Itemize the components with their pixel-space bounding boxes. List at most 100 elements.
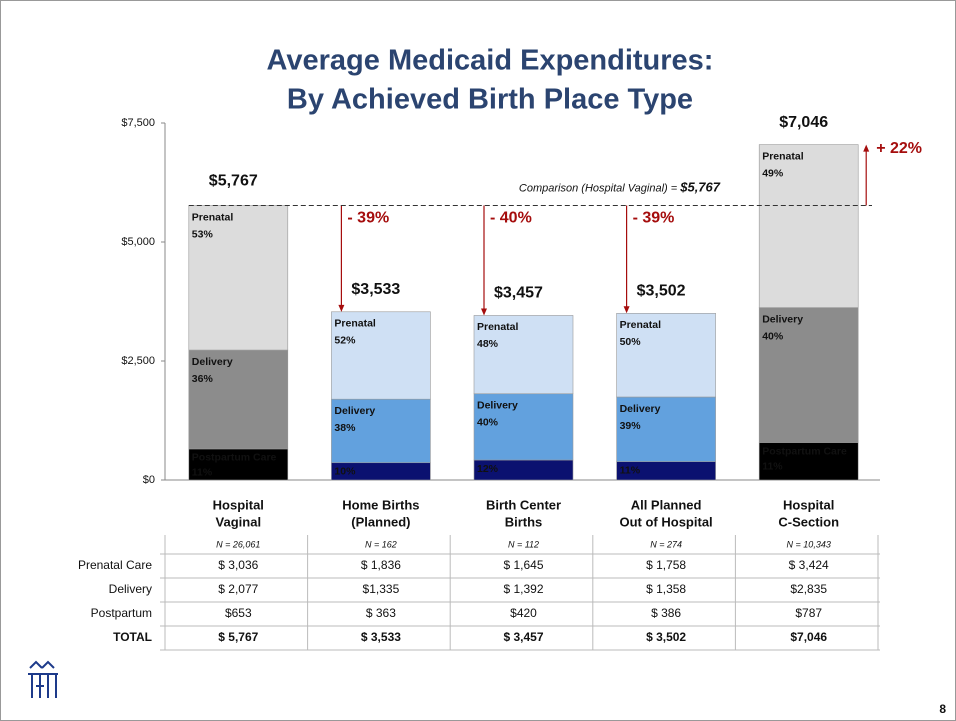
- bar-segment: [331, 311, 431, 400]
- segment-label: Prenatal: [334, 318, 376, 330]
- x-tick-label: Hospital: [213, 497, 264, 512]
- bar-segment: [616, 396, 716, 462]
- x-tick-label: (Planned): [351, 514, 410, 529]
- title-line: By Achieved Birth Place Type: [287, 84, 693, 116]
- bar-segment: [758, 144, 859, 308]
- table-cell: $ 2,077: [218, 582, 258, 596]
- table-cell: $ 3,533: [361, 630, 401, 644]
- segment-label: 38%: [334, 422, 356, 434]
- x-tick-label: Home Births: [342, 497, 419, 512]
- segment-label: 10%: [334, 466, 356, 478]
- segment-label: 52%: [334, 335, 356, 347]
- y-tick-label: $0: [143, 474, 155, 486]
- page-number: 8: [939, 702, 946, 716]
- total-label: $3,457: [494, 285, 543, 302]
- segment-label: Prenatal: [192, 211, 234, 223]
- segment-label: 11%: [620, 464, 641, 476]
- table-cell: $ 3,502: [646, 630, 686, 644]
- segment-label: Delivery: [192, 356, 233, 368]
- segment-label: Delivery: [620, 403, 661, 415]
- total-label: $7,046: [779, 114, 828, 131]
- total-label: $3,533: [351, 281, 400, 298]
- table-cell: $7,046: [790, 630, 827, 644]
- table-cell: $ 1,392: [503, 582, 543, 596]
- row-label: TOTAL: [113, 630, 152, 644]
- segment-label: 48%: [477, 338, 499, 350]
- sample-size: N = 162: [365, 539, 397, 549]
- segment-label: 50%: [620, 336, 642, 348]
- segment-label: Prenatal: [762, 150, 804, 162]
- x-tick-label: Vaginal: [216, 514, 262, 529]
- table-cell: $ 5,767: [218, 630, 258, 644]
- segment-label: Prenatal: [620, 319, 662, 331]
- row-label: Postpartum: [91, 606, 152, 620]
- x-tick-label: Births: [505, 514, 543, 529]
- segment-label: 39%: [620, 420, 642, 432]
- segment-label: Postpartum Care: [192, 452, 277, 464]
- row-label: Prenatal Care: [78, 558, 152, 572]
- change-label: + 22%: [876, 140, 922, 157]
- change-label: - 39%: [347, 210, 389, 227]
- segment-label: 40%: [762, 330, 784, 342]
- change-arrowhead: [863, 144, 870, 152]
- segment-label: Delivery: [477, 400, 518, 412]
- table-cell: $1,335: [363, 582, 400, 596]
- segment-label: Prenatal: [477, 321, 519, 333]
- table-cell: $ 1,836: [361, 558, 401, 572]
- bar-segment: [616, 313, 716, 398]
- y-tick-label: $2,500: [121, 355, 155, 367]
- table-cell: $787: [795, 606, 822, 620]
- segment-label: Delivery: [334, 405, 375, 417]
- total-label: $5,767: [209, 173, 258, 190]
- bar-segment: [473, 393, 574, 461]
- table-cell: $ 3,424: [789, 558, 829, 572]
- y-tick-label: $5,000: [121, 236, 155, 248]
- change-arrowhead: [623, 306, 630, 314]
- bar-segment: [758, 307, 859, 443]
- row-label: Delivery: [109, 582, 152, 596]
- x-tick-label: C-Section: [778, 514, 839, 529]
- sample-size: N = 26,061: [216, 539, 260, 549]
- sample-size: N = 112: [508, 539, 539, 549]
- segment-label: 11%: [762, 460, 783, 472]
- segment-label: 36%: [192, 373, 214, 385]
- total-label: $3,502: [637, 283, 686, 300]
- bar-segment: [188, 349, 289, 450]
- sample-size: N = 10,343: [787, 539, 831, 549]
- sample-size: N = 274: [650, 539, 682, 549]
- bar-segment: [758, 442, 859, 481]
- segment-label: 11%: [192, 467, 213, 479]
- segment-label: 49%: [762, 167, 784, 179]
- logo: [28, 660, 58, 698]
- segment-label: 40%: [477, 417, 499, 429]
- x-tick-label: Hospital: [783, 497, 834, 512]
- change-label: - 40%: [490, 210, 532, 227]
- table-cell: $ 3,457: [503, 630, 543, 644]
- table-cell: $ 386: [651, 606, 681, 620]
- title-line: Average Medicaid Expenditures:: [267, 45, 714, 77]
- table-cell: $2,835: [790, 582, 827, 596]
- table-cell: $ 3,036: [218, 558, 258, 572]
- segment-label: Delivery: [762, 313, 803, 325]
- x-tick-label: Birth Center: [486, 497, 561, 512]
- y-tick-label: $7,500: [121, 117, 155, 129]
- table-cell: $ 1,645: [503, 558, 543, 572]
- change-label: - 39%: [633, 210, 675, 227]
- table-cell: $ 1,358: [646, 582, 686, 596]
- bar-segment: [473, 315, 574, 395]
- change-arrowhead: [338, 304, 345, 312]
- comparison-value: $5,767: [679, 180, 721, 195]
- segment-label: Postpartum Care: [762, 445, 847, 457]
- table-cell: $ 363: [366, 606, 396, 620]
- x-tick-label: All Planned: [631, 497, 702, 512]
- comparison-text: Comparison (Hospital Vaginal) =: [519, 182, 680, 194]
- comparison-label: Comparison (Hospital Vaginal) = $5,767: [519, 180, 721, 195]
- table-cell: $420: [510, 606, 537, 620]
- change-arrowhead: [481, 308, 487, 316]
- bar-segment: [188, 205, 289, 351]
- x-tick-label: Out of Hospital: [620, 514, 713, 529]
- segment-label: 53%: [192, 228, 214, 240]
- table-cell: $653: [225, 606, 252, 620]
- segment-label: 12%: [477, 463, 499, 475]
